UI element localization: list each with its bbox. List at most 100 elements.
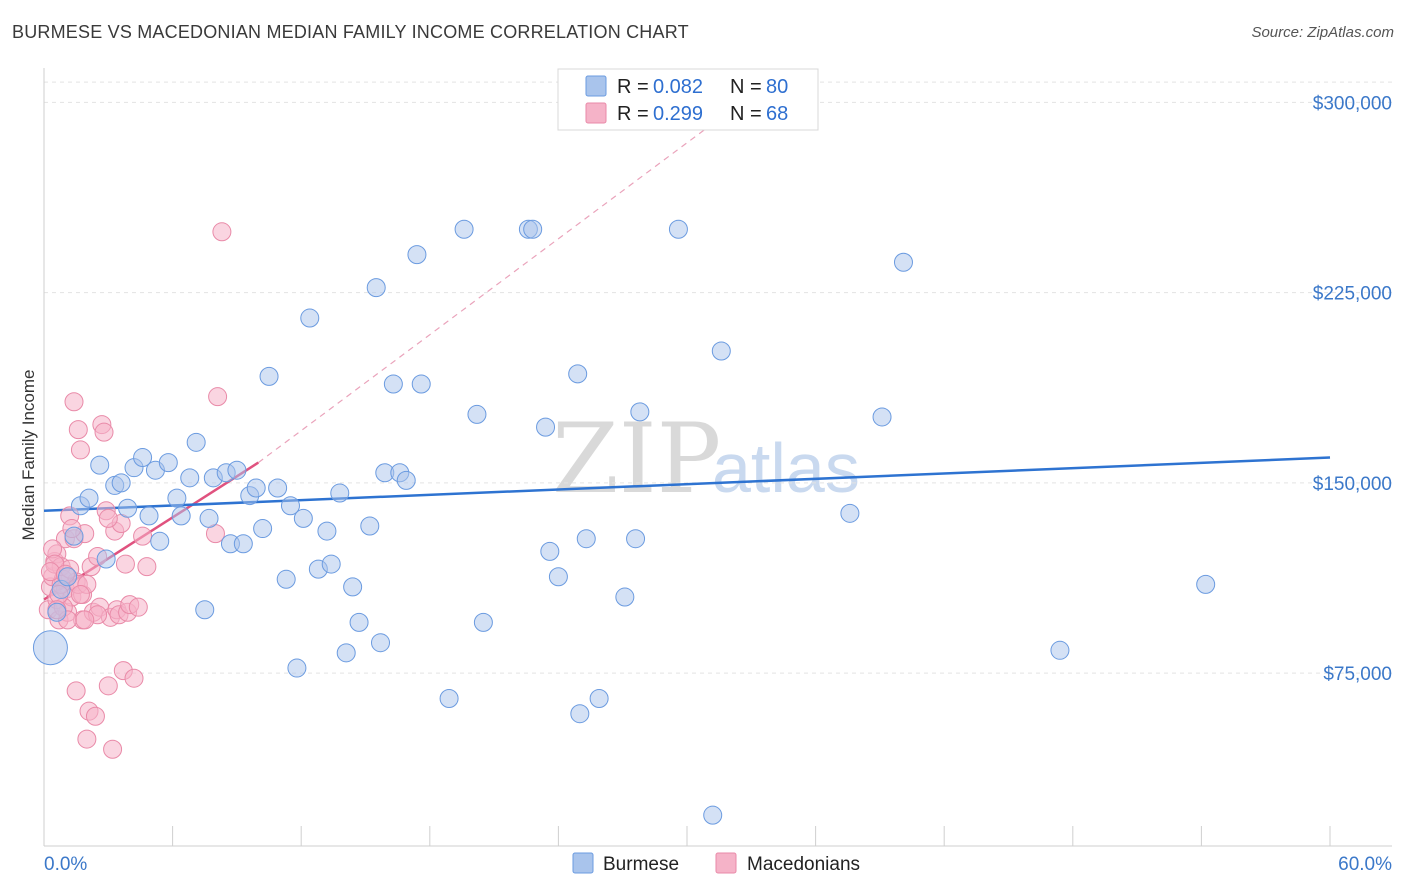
- burmese-point: [158, 453, 178, 473]
- burmese-point: [321, 554, 341, 574]
- macedonians-point: [70, 585, 90, 605]
- legend-r-value-macedonians: 0.299: [653, 103, 703, 125]
- burmese-point: [615, 587, 635, 607]
- burmese-point: [576, 529, 596, 549]
- legend-r-label-macedonians: R =: [617, 103, 649, 125]
- burmese-point: [454, 219, 474, 239]
- burmese-point: [540, 541, 560, 561]
- burmese-point: [1050, 640, 1070, 660]
- burmese-point: [570, 704, 590, 724]
- burmese-point: [268, 478, 288, 498]
- burmese-point: [47, 602, 67, 622]
- legend-n-label-macedonians: N =: [730, 103, 762, 125]
- burmese-point: [300, 308, 320, 328]
- bottom-legend-swatch-burmese: [572, 852, 594, 874]
- burmese-point: [180, 468, 200, 488]
- burmese-point: [467, 404, 487, 424]
- macedonians-trend-extension: [257, 94, 752, 464]
- burmese-point: [233, 534, 253, 554]
- burmese-point: [366, 278, 386, 298]
- burmese-point: [64, 526, 84, 546]
- axes: [43, 68, 1392, 847]
- burmese-point: [111, 473, 131, 493]
- watermark-atlas: atlas: [712, 429, 860, 507]
- macedonians-point: [208, 387, 228, 407]
- legend-n-value-macedonians: 68: [766, 103, 788, 125]
- macedonians-point: [98, 508, 118, 528]
- watermark-zip: ZIP: [552, 403, 721, 515]
- macedonians-point: [85, 706, 105, 726]
- burmese-point: [668, 219, 688, 239]
- legend-swatch-macedonians: [585, 102, 607, 124]
- y-tick-label: $300,000: [1313, 93, 1392, 114]
- trend-lines: [43, 94, 1331, 601]
- burmese-point: [171, 506, 191, 526]
- burmese-point: [523, 219, 543, 239]
- burmese-point: [32, 630, 68, 666]
- burmese-point: [396, 470, 416, 490]
- macedonians-point: [98, 676, 118, 696]
- burmese-trend-line: [43, 456, 1331, 513]
- burmese-point: [199, 508, 219, 528]
- x-min-label: 0.0%: [44, 854, 87, 875]
- burmese-point: [536, 417, 556, 437]
- burmese-point: [893, 252, 913, 272]
- macedonians-point: [133, 526, 153, 546]
- burmese-point: [186, 432, 206, 452]
- legend-r-label-burmese: R =: [617, 76, 649, 98]
- burmese-points: [32, 219, 1216, 825]
- burmese-point: [548, 567, 568, 587]
- macedonians-point: [212, 222, 232, 242]
- grid-lines: [44, 81, 1392, 674]
- burmese-point: [259, 366, 279, 386]
- source-label: Source: ZipAtlas.com: [1251, 24, 1394, 41]
- burmese-point: [840, 503, 860, 523]
- burmese-point: [58, 567, 78, 587]
- burmese-point: [246, 478, 266, 498]
- bottom-legend-label-burmese: Burmese: [603, 854, 679, 875]
- burmese-point: [276, 569, 296, 589]
- burmese-point: [287, 658, 307, 678]
- burmese-point: [227, 460, 247, 480]
- burmese-point: [280, 496, 300, 516]
- macedonians-point: [124, 668, 144, 688]
- chart-title: BURMESE VS MACEDONIAN MEDIAN FAMILY INCO…: [12, 22, 689, 42]
- burmese-point: [343, 577, 363, 597]
- burmese-point: [711, 341, 731, 361]
- burmese-point: [96, 549, 116, 569]
- burmese-point: [589, 688, 609, 708]
- burmese-point: [118, 498, 138, 518]
- burmese-point: [349, 612, 369, 632]
- correlation-legend: R = 0.082 N = 80 R = 0.299 N = 68: [557, 68, 819, 131]
- legend-swatch-burmese: [585, 75, 607, 97]
- burmese-point: [139, 506, 159, 526]
- macedonians-point: [94, 422, 114, 442]
- y-tick-label: $150,000: [1313, 474, 1392, 495]
- burmese-point: [568, 364, 588, 384]
- macedonians-point: [77, 729, 97, 749]
- burmese-point: [253, 519, 273, 539]
- burmese-point: [195, 600, 215, 620]
- macedonians-point: [128, 597, 148, 617]
- burmese-point: [90, 455, 110, 475]
- burmese-point: [630, 402, 650, 422]
- legend-n-value-burmese: 80: [766, 76, 788, 98]
- y-axis-label: Median Family Income: [19, 369, 38, 540]
- burmese-point: [167, 488, 187, 508]
- burmese-point: [872, 407, 892, 427]
- macedonians-point: [75, 610, 95, 630]
- burmese-point: [317, 521, 337, 541]
- series-legend: Burmese Macedonians: [572, 852, 860, 875]
- macedonians-point: [115, 554, 135, 574]
- burmese-point: [371, 633, 391, 653]
- burmese-point: [703, 805, 723, 825]
- macedonians-points: [38, 222, 232, 759]
- burmese-point: [133, 448, 153, 468]
- x-max-label: 60.0%: [1338, 854, 1392, 875]
- macedonians-point: [70, 440, 90, 460]
- legend-n-label-burmese: N =: [730, 76, 762, 98]
- watermark: ZIP atlas: [552, 403, 860, 515]
- y-tick-labels: $75,000 $150,000 $225,000 $300,000: [1313, 93, 1392, 685]
- burmese-point: [383, 374, 403, 394]
